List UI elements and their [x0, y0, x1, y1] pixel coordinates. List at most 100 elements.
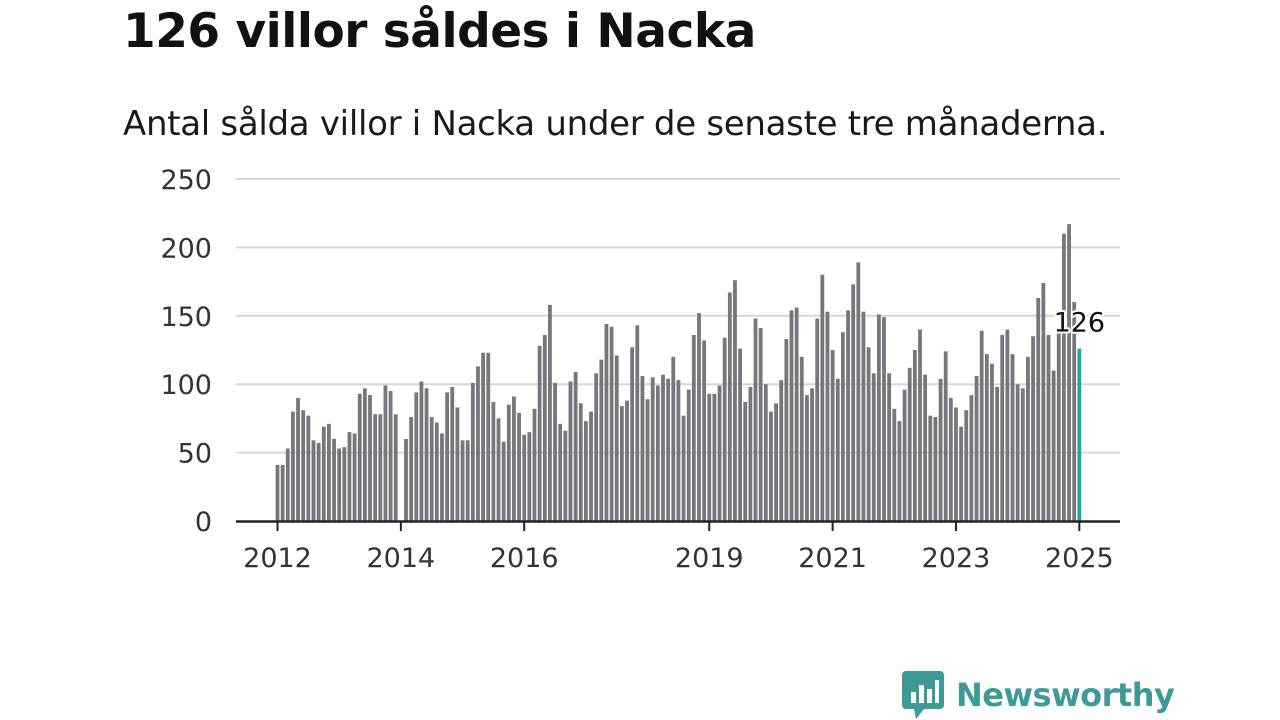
bar	[368, 395, 372, 521]
bar	[594, 373, 599, 521]
bar	[450, 386, 455, 521]
bar	[388, 391, 393, 521]
bar	[645, 399, 650, 521]
bar	[907, 367, 912, 521]
bar	[933, 417, 938, 521]
bar	[871, 373, 876, 521]
bar	[537, 345, 542, 521]
bar	[984, 354, 989, 521]
bar	[995, 386, 999, 521]
bar	[440, 433, 444, 521]
bar	[1026, 356, 1030, 521]
x-tick-label: 2014	[367, 543, 436, 574]
bar	[969, 395, 974, 521]
bar	[666, 378, 671, 521]
x-tick-label: 2019	[675, 543, 744, 574]
bar	[892, 408, 897, 521]
bars	[275, 224, 1082, 522]
bar	[455, 407, 460, 521]
bar	[712, 393, 717, 521]
bar	[805, 395, 809, 521]
bar	[532, 408, 537, 521]
bar	[506, 404, 511, 521]
bar	[691, 334, 696, 521]
bar	[1072, 302, 1077, 521]
bar	[717, 385, 722, 521]
bar	[311, 440, 316, 521]
chart-subtitle: Antal sålda villor i Nacka under de sena…	[123, 104, 1108, 144]
bar	[661, 374, 665, 521]
bar	[748, 386, 753, 521]
bar	[609, 326, 614, 521]
bar	[1036, 298, 1041, 521]
bar	[476, 366, 480, 521]
bar	[625, 400, 629, 521]
bar	[316, 443, 321, 521]
bar	[589, 411, 593, 521]
bar	[568, 381, 573, 521]
bar	[954, 407, 958, 521]
bar	[393, 414, 398, 521]
bar	[280, 464, 285, 521]
bar	[604, 324, 609, 521]
bar	[990, 363, 994, 521]
bar	[1020, 388, 1025, 521]
x-tick-label: 2016	[490, 543, 559, 574]
y-tick-label: 100	[160, 370, 212, 401]
bar	[1051, 370, 1056, 521]
bar	[938, 378, 943, 521]
bar	[347, 432, 352, 521]
bar	[902, 389, 907, 521]
bar	[517, 412, 521, 521]
bar	[434, 422, 439, 521]
bar	[743, 401, 748, 521]
bar	[470, 382, 475, 521]
bar	[599, 359, 604, 521]
bar	[481, 352, 485, 521]
bar	[825, 311, 830, 521]
bar	[1056, 329, 1061, 521]
bar	[948, 397, 953, 521]
bar	[414, 392, 419, 521]
bar	[758, 328, 763, 521]
bar	[619, 406, 624, 521]
bar	[655, 385, 660, 521]
bar	[799, 356, 804, 521]
bar	[352, 433, 357, 521]
bar	[640, 375, 645, 521]
bar	[614, 355, 619, 521]
bar	[1041, 282, 1046, 521]
bar	[342, 447, 347, 521]
bar	[794, 307, 799, 521]
bar	[697, 313, 701, 521]
x-tick-label: 2023	[922, 543, 991, 574]
bar	[409, 417, 414, 521]
bar	[923, 374, 928, 521]
bar	[897, 421, 902, 521]
bar	[1046, 334, 1051, 521]
bar	[650, 377, 655, 521]
bar	[1005, 329, 1010, 521]
bar	[964, 410, 969, 521]
y-tick-label: 0	[195, 507, 212, 538]
y-tick-label: 200	[160, 233, 212, 264]
x-tick-label: 2021	[798, 543, 867, 574]
bar	[630, 347, 635, 521]
bar	[835, 378, 840, 521]
bar	[861, 311, 866, 521]
bar	[548, 304, 552, 521]
bar	[887, 373, 892, 521]
bar	[522, 434, 527, 521]
bar	[383, 385, 388, 521]
bar	[558, 423, 563, 521]
bar	[841, 332, 845, 521]
bar	[527, 432, 532, 521]
bar	[362, 388, 367, 521]
x-tick-label: 2012	[243, 543, 312, 574]
bar	[332, 438, 336, 521]
bar	[424, 388, 429, 521]
bar	[876, 314, 881, 521]
bar	[460, 440, 465, 521]
bar	[296, 397, 300, 521]
bar	[584, 421, 588, 521]
